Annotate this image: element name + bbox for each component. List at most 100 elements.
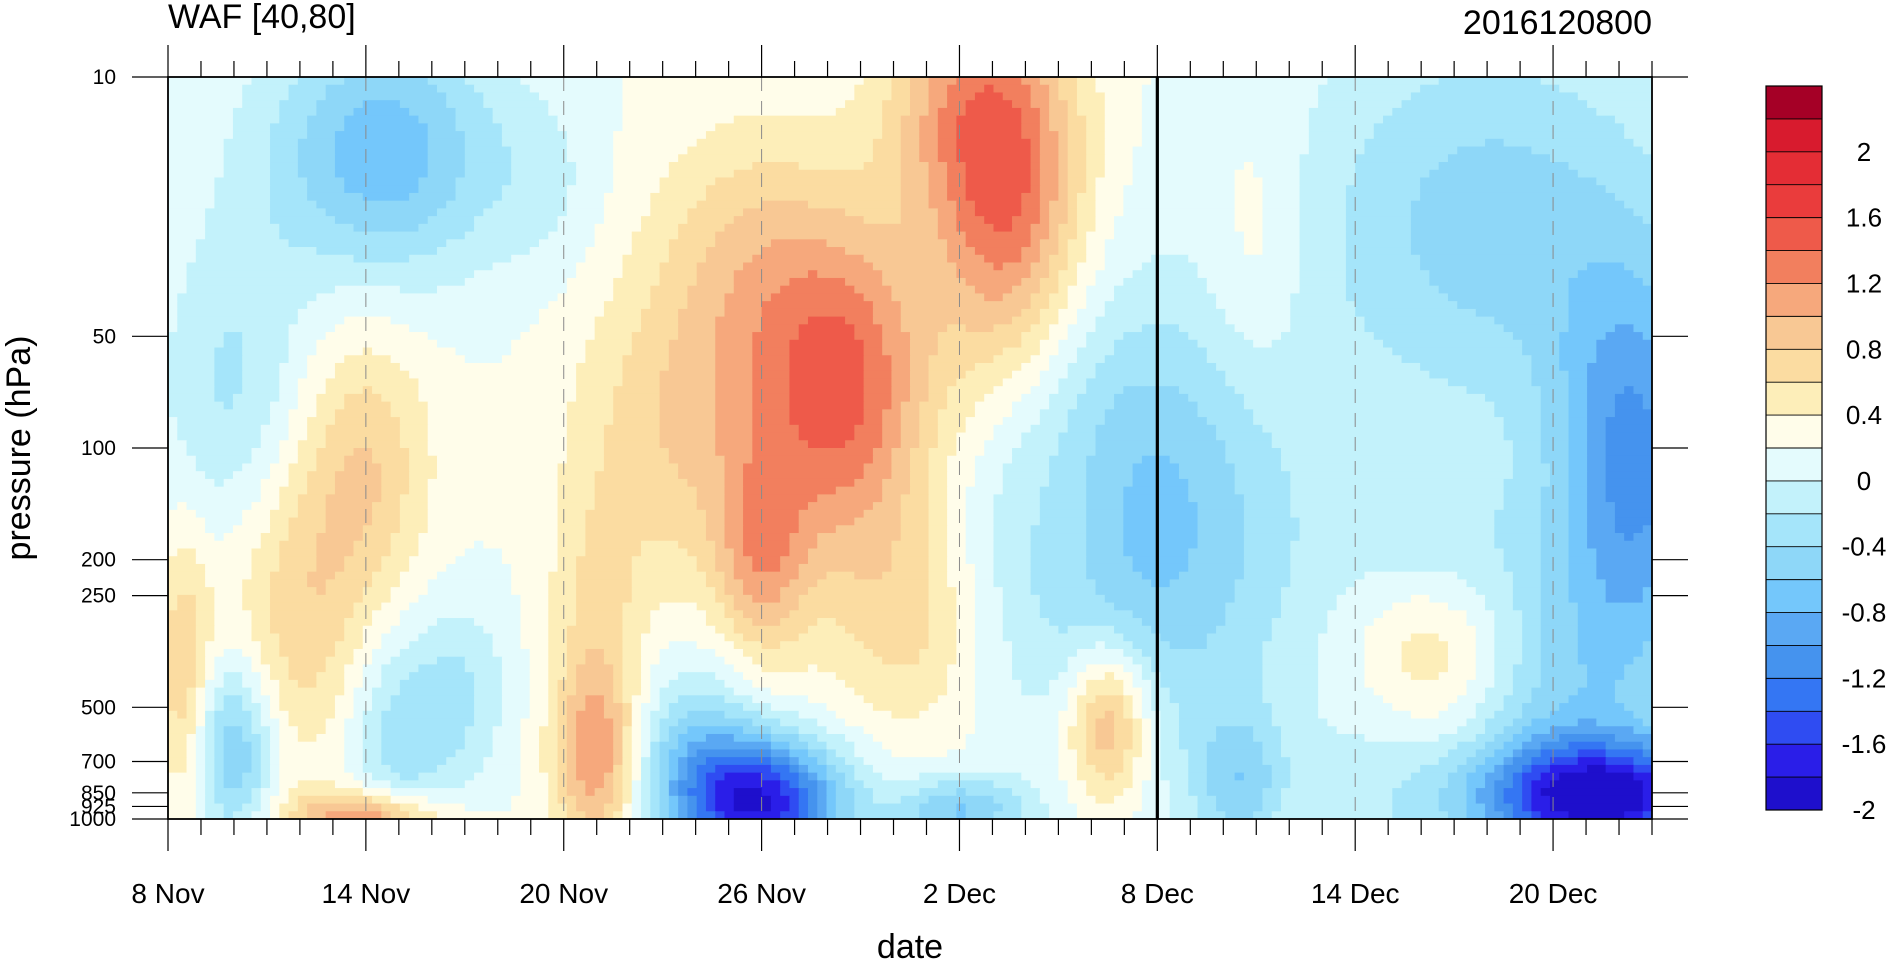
contour-cell (882, 277, 967, 287)
contour-cell (1030, 571, 1087, 580)
contour-cell (1002, 471, 1050, 480)
contour-cell (1058, 316, 1078, 325)
contour-cell (1438, 672, 1477, 681)
contour-cell (678, 764, 688, 774)
contour-cell (334, 641, 364, 650)
contour-cell (1002, 417, 1041, 426)
contour-cell (1540, 486, 1570, 495)
contour-cell (566, 718, 577, 727)
contour-cell (260, 718, 280, 727)
contour-cell (928, 393, 948, 403)
contour-cell (325, 424, 401, 434)
contour-cell (409, 556, 457, 565)
contour-cell (1262, 239, 1301, 248)
contour-cell (1568, 285, 1652, 295)
contour-cell (557, 703, 568, 712)
contour-cell (659, 764, 670, 774)
contour-cell (168, 362, 215, 372)
contour-cell (1540, 401, 1570, 410)
contour-cell (919, 115, 939, 124)
contour-cell (872, 733, 967, 743)
contour-cell (214, 703, 225, 712)
contour-cell (1531, 687, 1579, 696)
contour-cell (891, 540, 930, 550)
contour-cell (297, 77, 345, 86)
contour-cell (576, 764, 614, 774)
contour-cell (362, 764, 392, 774)
contour-cell (418, 664, 466, 673)
contour-cell (307, 355, 345, 364)
contour-cell (381, 803, 401, 812)
contour-cell (1058, 231, 1078, 240)
contour-cell (270, 200, 317, 209)
contour-cell (334, 695, 355, 704)
contour-cell (242, 386, 280, 395)
contour-cell (205, 216, 271, 225)
contour-cell (464, 138, 503, 148)
contour-cell (1206, 741, 1264, 751)
contour-cell (1132, 556, 1189, 565)
contour-cell (659, 795, 670, 805)
contour-cell (168, 478, 215, 488)
contour-cell (548, 656, 568, 666)
contour-cell (659, 393, 716, 403)
contour-cell (1614, 687, 1652, 696)
contour-cell (409, 324, 531, 333)
contour-cell (418, 386, 577, 395)
contour-cell (668, 788, 679, 797)
contour-cell (1197, 502, 1245, 511)
contour-cell (168, 162, 225, 171)
contour-cell (1475, 633, 1495, 642)
contour-cell (1012, 216, 1041, 225)
contour-cell (919, 138, 939, 148)
contour-cell (1401, 780, 1449, 789)
contour-cell (603, 192, 651, 202)
contour-cell (372, 347, 457, 356)
contour-cell (947, 185, 967, 194)
contour-cell (1216, 795, 1264, 805)
contour-cell (1067, 726, 1087, 735)
contour-cell (344, 455, 373, 465)
contour-cell (1049, 123, 1069, 132)
contour-cell (1095, 177, 1134, 186)
contour-cell (195, 633, 215, 642)
contour-cell (576, 270, 624, 279)
contour-cell (622, 378, 661, 387)
contour-cell (436, 571, 512, 580)
contour-cell (631, 579, 707, 588)
contour-cell (882, 332, 911, 341)
contour-cell (845, 208, 902, 217)
contour-cell (1104, 239, 1245, 248)
contour-cell (1531, 780, 1551, 789)
contour-cell (1420, 185, 1607, 194)
contour-cell (1206, 347, 1393, 356)
contour-cell (641, 772, 651, 781)
contour-cell (1401, 641, 1449, 650)
contour-cell (1123, 749, 1143, 758)
contour-cell (1002, 602, 1041, 611)
contour-cell (1160, 757, 1189, 766)
colorbar-label: -1.2 (1842, 663, 1887, 693)
contour-cell (1188, 780, 1208, 789)
contour-cell (1095, 795, 1115, 805)
contour-cell (307, 486, 336, 495)
contour-cell (956, 448, 985, 457)
contour-cell (297, 733, 317, 743)
contour-cell (1522, 772, 1542, 781)
contour-cell (1141, 718, 1152, 727)
contour-cell (641, 788, 651, 797)
contour-cell (214, 378, 243, 387)
contour-cell (205, 679, 225, 689)
contour-cell (195, 656, 206, 666)
contour-cell (613, 146, 688, 155)
contour-cell (947, 386, 995, 395)
contour-cell (1234, 169, 1254, 179)
contour-cell (1327, 77, 1440, 86)
contour-cell (882, 494, 902, 503)
contour-cell (1494, 664, 1514, 673)
contour-cell (1262, 424, 1505, 434)
contour-cell (1067, 138, 1087, 148)
contour-cell (279, 393, 299, 403)
contour-cell (1058, 741, 1069, 751)
contour-cell (1030, 84, 1050, 94)
